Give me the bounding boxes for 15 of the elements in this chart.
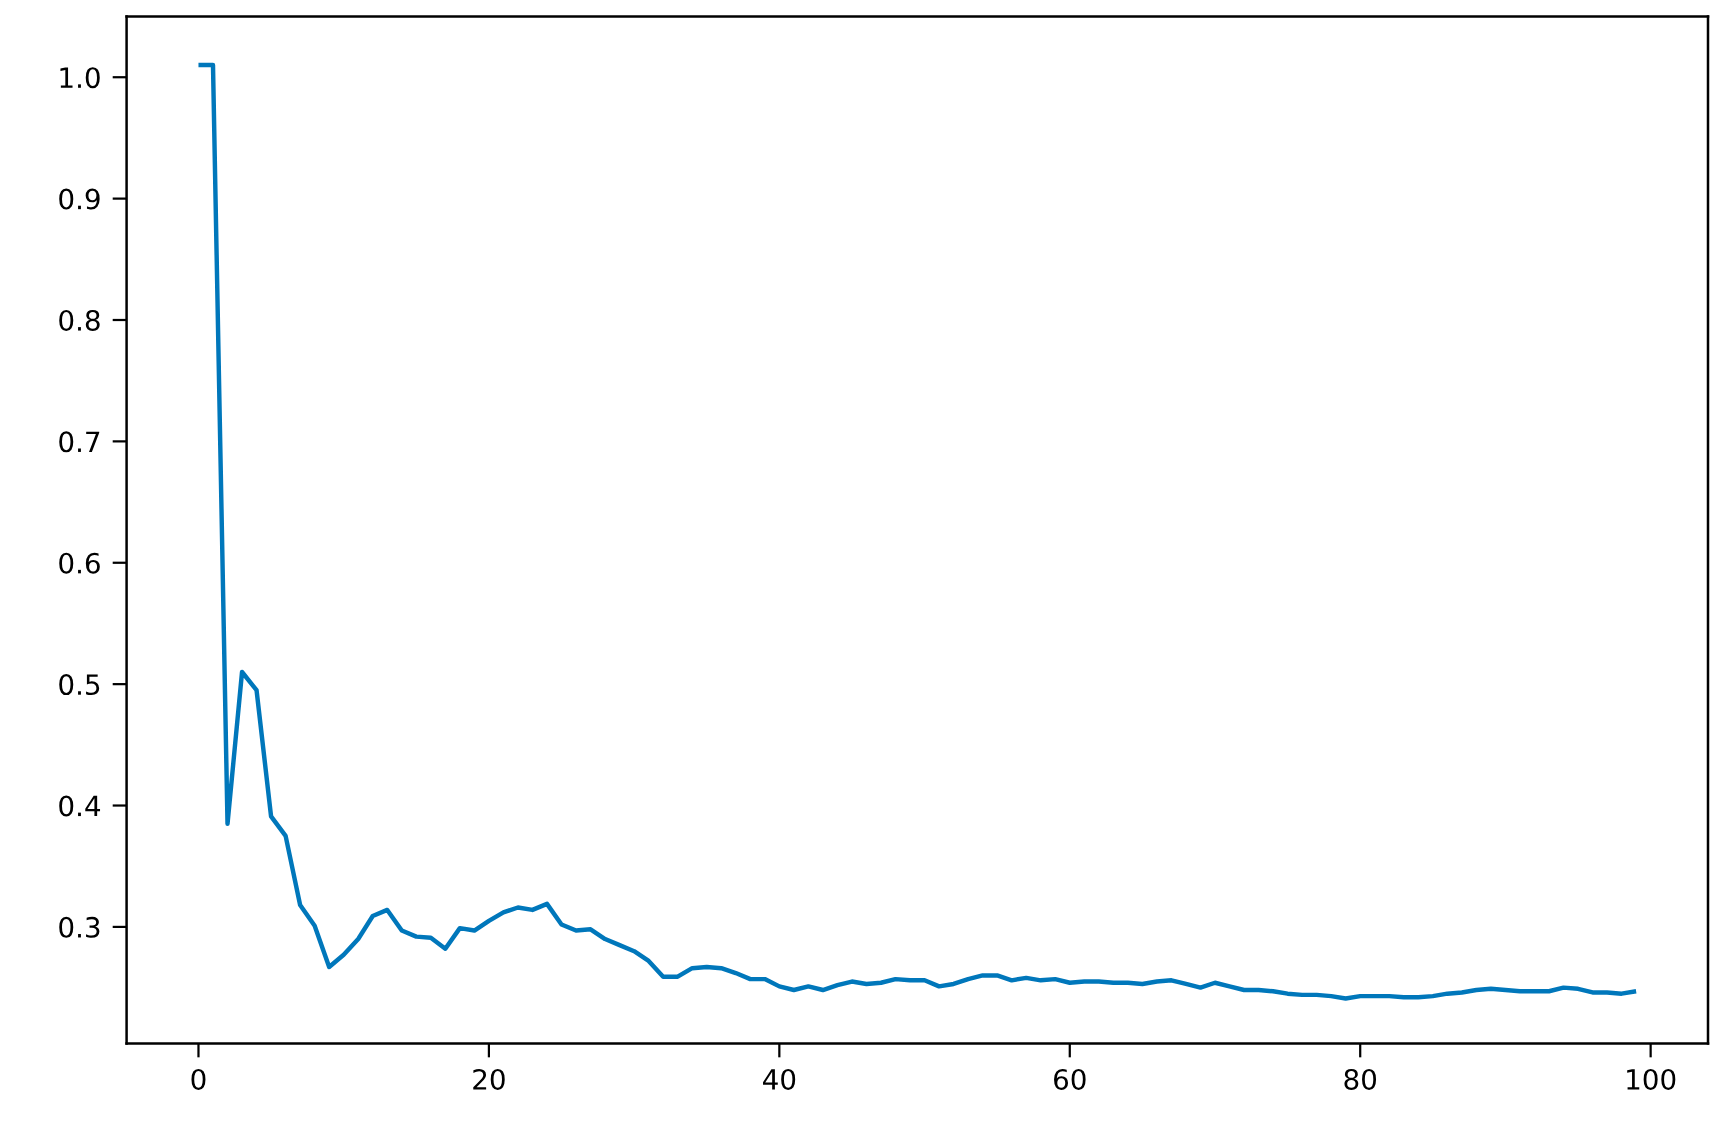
- x-tick-label: 0: [191, 1068, 206, 1090]
- y-tick-label: 0.8: [59, 309, 100, 331]
- y-tick-label: 0.7: [59, 431, 100, 453]
- y-tick-label: 1.0: [60, 67, 100, 89]
- y-tick-label: 0.6: [59, 552, 100, 574]
- y-tick-label: 0.4: [59, 795, 101, 817]
- y-tick-label: 0.9: [59, 188, 100, 210]
- x-tick-label: 60: [1054, 1068, 1086, 1090]
- y-tick-label: 0.5: [59, 674, 100, 696]
- x-tick-label: 100: [1627, 1068, 1676, 1090]
- line-series: [196, 62, 1639, 1001]
- x-tick-label: 40: [763, 1068, 796, 1090]
- y-tick-label: 0.3: [59, 916, 100, 938]
- x-tick-label: 20: [473, 1068, 505, 1090]
- x-tick-label: 80: [1344, 1068, 1377, 1090]
